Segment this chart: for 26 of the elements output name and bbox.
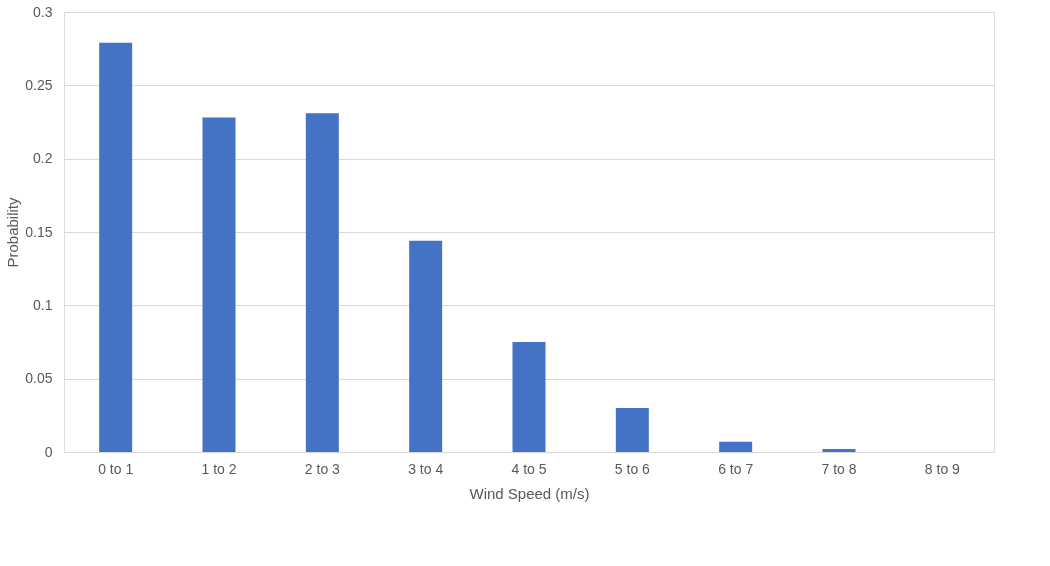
x-tick-label: 6 to 7 (718, 460, 754, 477)
y-tick-label: 0.05 (25, 370, 53, 387)
y-axis-title: Probability (4, 196, 22, 268)
bar (202, 117, 236, 452)
x-tick-label: 8 to 9 (924, 460, 961, 477)
bar (305, 113, 339, 452)
x-tick-label: 5 to 6 (614, 460, 651, 477)
bar (512, 342, 546, 452)
x-tick-label: 2 to 3 (304, 460, 341, 477)
y-tick-label: 0.3 (33, 3, 53, 20)
y-tick-label: 0.15 (25, 223, 53, 240)
bar (409, 240, 443, 452)
bar (99, 42, 133, 452)
x-tick-label: 0 to 1 (98, 460, 134, 477)
bar (822, 449, 856, 452)
x-tick-label: 4 to 5 (511, 460, 547, 477)
y-tick-label: 0.2 (33, 150, 53, 167)
x-tick-label: 1 to 2 (201, 460, 237, 477)
bar (719, 441, 753, 452)
x-tick-label: 7 to 8 (821, 460, 857, 477)
x-axis-title: Wind Speed (m/s) (469, 484, 590, 502)
y-tick-label: 0.1 (33, 296, 53, 313)
bar (615, 408, 649, 452)
y-tick-label: 0.25 (25, 76, 53, 93)
x-tick-label: 3 to 4 (408, 460, 444, 477)
y-tick-label: 0 (44, 443, 53, 460)
